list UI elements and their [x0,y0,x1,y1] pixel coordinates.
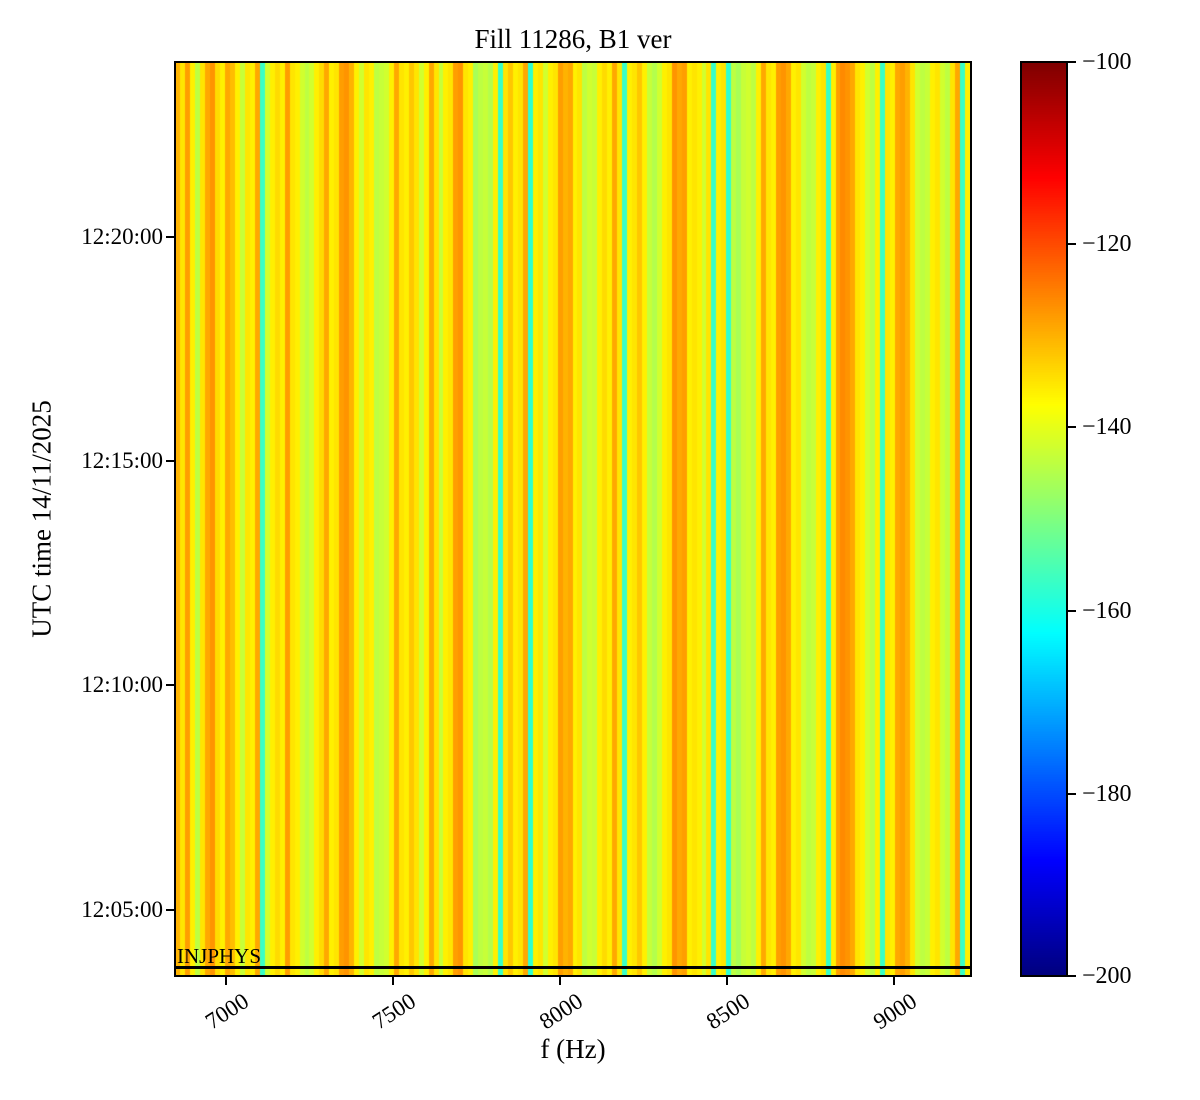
colorbar-tick-mark [1068,609,1076,612]
y-tick-label: 12:10:00 [81,672,163,698]
beam-mode-annotation-line [176,966,970,969]
x-tick-mark [892,977,895,985]
y-tick-label: 12:20:00 [81,223,163,249]
colorbar-tick-label: −160 [1082,597,1132,624]
plot-area: INJPHYS [174,61,972,977]
y-tick-mark [166,235,174,238]
colorbar-tick-label: −140 [1082,414,1132,441]
y-tick-label: 12:05:00 [81,896,163,922]
y-tick-mark [166,684,174,687]
y-tick-mark [166,908,174,911]
beam-mode-annotation-label: INJPHYS [177,944,262,968]
colorbar-tick-mark [1068,61,1076,63]
colorbar-tick-mark [1068,426,1076,429]
colorbar-tick-label: −180 [1082,780,1132,807]
colorbar-tick-label: −100 [1082,49,1132,75]
colorbar-tick-label: −120 [1082,231,1132,258]
colorbar-tick-label: −200 [1082,963,1132,989]
colorbar-tick-mark [1068,975,1076,977]
colorbar-tick-mark [1068,243,1076,246]
colorbar-gradient [1022,63,1066,975]
y-tick-mark [166,460,174,463]
y-tick-label: 12:15:00 [81,448,163,474]
spectrogram-heatmap [176,63,970,975]
x-tick-mark [725,977,728,985]
y-axis-label: UTC time 14/11/2025 [26,400,57,638]
x-tick-mark [558,977,561,985]
colorbar-tick-mark [1068,792,1076,795]
x-tick-mark [224,977,227,985]
plot-title: Fill 11286, B1 ver [474,24,672,54]
x-tick-mark [391,977,394,985]
colorbar [1020,61,1068,977]
x-axis-label: f (Hz) [540,1034,606,1064]
